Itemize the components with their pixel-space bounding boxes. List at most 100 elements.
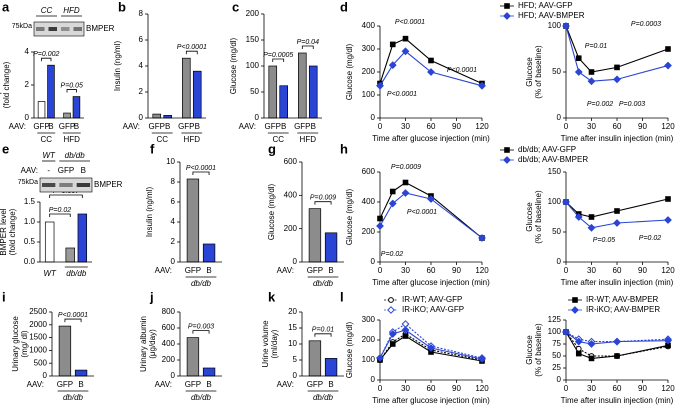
data-point xyxy=(614,64,620,71)
blot-band xyxy=(73,27,82,31)
y-axis-label: Insulin (ng/ml) xyxy=(113,41,122,92)
group-label: CC xyxy=(272,135,284,144)
legend-marker xyxy=(572,297,578,303)
y-tick-label: 8 xyxy=(171,177,176,186)
y-tick-label: 0 xyxy=(293,257,298,266)
y-tick-label: 100 xyxy=(362,355,376,364)
y-tick-label: 200 xyxy=(362,335,376,344)
data-point xyxy=(478,234,486,242)
axis-prefix: AAV: xyxy=(277,266,294,275)
data-point xyxy=(588,355,595,362)
x-tick-label: 0 xyxy=(378,122,383,131)
group-label: db/db xyxy=(66,269,87,278)
bar xyxy=(74,369,88,377)
x-tick-label: B xyxy=(165,122,170,131)
y-tick-label: 1500 xyxy=(29,333,47,342)
y-axis-label: Glucose (mg/dl) xyxy=(345,321,354,378)
sig-bracket xyxy=(49,213,71,217)
p-value: P<0.0001 xyxy=(447,67,477,74)
p-value: P=0.003 xyxy=(188,323,214,330)
y-axis-label: Glucose (mg/dl) xyxy=(267,183,276,240)
y-axis-label: Glucose xyxy=(525,57,534,87)
data-point xyxy=(401,47,410,56)
x-tick-label: GFP xyxy=(57,380,73,389)
y-axis-label: Insulin (ng/ml) xyxy=(145,187,154,238)
y-tick-label: 0 xyxy=(371,113,376,122)
bar xyxy=(58,325,72,377)
panel-letter: b xyxy=(118,0,126,14)
sig-bracket xyxy=(314,333,332,337)
data-point xyxy=(388,330,397,338)
sig-bracket xyxy=(314,201,332,205)
p-value: P<0.0001 xyxy=(407,209,437,216)
series-line xyxy=(379,323,483,359)
y-tick-label: 0 xyxy=(171,257,176,266)
data-point xyxy=(665,196,671,202)
legend-label: db/db; AAV-GFP xyxy=(518,145,576,154)
blot-band xyxy=(48,27,57,31)
y-tick-label: 0 xyxy=(371,257,376,266)
y-tick-label: 400 xyxy=(362,197,376,206)
x-tick-label: 60 xyxy=(613,122,622,131)
bar xyxy=(324,358,338,377)
data-point xyxy=(562,328,570,336)
x-tick-label: GFP xyxy=(185,266,201,275)
bar xyxy=(279,85,288,119)
data-point xyxy=(614,353,620,359)
y-tick-label: 0 xyxy=(557,113,562,122)
bar xyxy=(72,96,81,119)
y-tick-label: 0 xyxy=(293,371,298,380)
blot xyxy=(33,21,85,37)
x-tick-label: B xyxy=(74,122,79,131)
y-tick-label: 4 xyxy=(171,217,176,226)
y-tick-label: 0 xyxy=(255,113,260,122)
y-tick-label: 4 xyxy=(139,61,144,70)
y-tick-label: 200 xyxy=(284,224,298,233)
axis-prefix: AAV: xyxy=(9,122,26,131)
data-point xyxy=(664,336,672,345)
x-tick-label: 90 xyxy=(638,266,647,275)
bar xyxy=(65,247,75,263)
p-value: P=0.02 xyxy=(639,235,661,242)
y-tick-label: 150 xyxy=(246,35,260,44)
data-point xyxy=(613,75,621,84)
blot-lane: - xyxy=(47,166,50,175)
data-point xyxy=(389,188,396,195)
x-tick-label: 90 xyxy=(638,122,647,131)
blot-marker: 75kDa xyxy=(18,179,38,186)
legend-label: IR-WT; AAV-BMPER xyxy=(586,295,659,304)
p-value: P=0.002 xyxy=(33,51,59,58)
data-point xyxy=(587,77,596,86)
p-value: P=0.02 xyxy=(381,251,403,258)
bar xyxy=(192,70,202,119)
legend-marker xyxy=(571,306,579,314)
y-axis-label: (% of baseline) xyxy=(534,45,543,99)
data-point xyxy=(428,57,434,64)
data-point xyxy=(664,61,672,70)
sig-bracket xyxy=(66,89,77,93)
blot-group: CC xyxy=(41,6,53,15)
y-tick-label: 0 xyxy=(171,371,176,380)
data-point xyxy=(388,61,397,70)
legend-marker xyxy=(503,156,511,164)
y-tick-label: 200 xyxy=(162,355,176,364)
data-point xyxy=(427,68,435,76)
bar xyxy=(324,232,338,263)
y-tick-label: 0 xyxy=(25,113,30,122)
bar xyxy=(77,213,88,263)
y-tick-label: 0 xyxy=(557,257,562,266)
y-axis-label: (μg/day) xyxy=(148,329,157,359)
x-tick-label: GFP xyxy=(178,122,194,131)
x-tick-label: B xyxy=(195,122,200,131)
panel-letter: d xyxy=(340,0,348,14)
data-point xyxy=(613,219,621,227)
x-tick-label: 30 xyxy=(401,266,410,275)
y-tick-label: 2 xyxy=(139,87,144,96)
x-tick-label: 120 xyxy=(661,384,675,393)
y-tick-label: 10 xyxy=(166,157,175,166)
data-point xyxy=(478,355,486,363)
y-tick-label: 0 xyxy=(43,371,48,380)
group-label: HFD xyxy=(184,135,201,144)
x-tick-label: 0 xyxy=(564,266,569,275)
bar xyxy=(186,337,200,377)
